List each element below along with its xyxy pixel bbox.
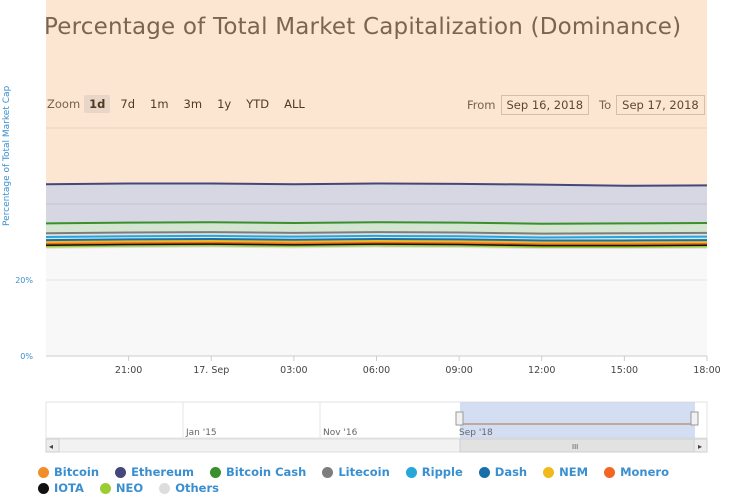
zoom-7d-button[interactable]: 7d (120, 97, 136, 111)
area-bitcoin-cash[interactable] (46, 222, 707, 234)
zoom-label: Zoom (47, 97, 81, 111)
legend-item-litecoin[interactable]: Litecoin (322, 465, 390, 479)
legend-item-neo[interactable]: NEO (99, 481, 144, 495)
legend-label: Ethereum (131, 465, 195, 479)
navigator-label: Sep '18 (459, 428, 493, 438)
line-neo[interactable] (45, 244, 708, 248)
zoom-1y-button[interactable]: 1y (217, 97, 232, 111)
legend-label: Bitcoin Cash (226, 465, 307, 479)
legend-label: Litecoin (338, 465, 390, 479)
legend-marker-icon (99, 482, 111, 494)
zoom-3m-button[interactable]: 3m (183, 97, 203, 111)
legend-item-dash[interactable]: Dash (478, 465, 528, 479)
legend-item-bitcoin[interactable]: Bitcoin (38, 465, 99, 479)
legend-marker-icon (210, 466, 222, 478)
navigator-selection[interactable] (460, 402, 695, 438)
line-monero[interactable] (45, 241, 708, 245)
x-tick-label: 18:00 (693, 365, 720, 376)
y-tick-label: 20% (15, 276, 33, 285)
x-tick-label: 12:00 (528, 365, 555, 376)
x-tick-label: 03:00 (280, 365, 307, 376)
legend-marker-icon (115, 466, 127, 478)
legend-label: NEO (115, 481, 144, 495)
scrollbar-grip-icon: III (572, 443, 578, 451)
x-tick-label: 21:00 (115, 365, 142, 376)
legend-label: Ripple (421, 465, 463, 479)
legend: Bitcoin Ethereum Bitcoin Cash Litecoin Rippl… (38, 465, 728, 495)
legend-item-ethereum[interactable]: Ethereum (115, 465, 194, 479)
from-date-input[interactable]: Sep 16, 2018 (500, 95, 590, 115)
legend-marker-icon (38, 466, 49, 478)
zoom-ytd-button[interactable]: YTD (246, 97, 270, 111)
zoom-all-button[interactable]: ALL (284, 97, 305, 111)
line-dash[interactable] (45, 237, 708, 242)
y-tick-label: 0% (20, 352, 33, 361)
legend-item-iota[interactable]: IOTA (38, 481, 84, 495)
area-ethereum[interactable] (46, 183, 707, 224)
line-ethereum[interactable] (45, 182, 708, 187)
x-tick-label: 06:00 (363, 365, 390, 376)
navigator-label: Nov '16 (323, 428, 358, 438)
legend-item-bitcoin-cash[interactable]: Bitcoin Cash (210, 465, 306, 479)
legend-label: IOTA (54, 481, 84, 495)
to-label: To (599, 98, 612, 112)
x-tick-label: 17. Sep (193, 365, 229, 376)
zoom-1m-button[interactable]: 1m (150, 97, 169, 111)
navigator-left-handle[interactable] (455, 411, 464, 426)
area-bitcoin[interactable] (46, 0, 707, 186)
zoom-bar: Zoom 1d 7d 1m 3m 1y YTD ALL (47, 95, 315, 113)
area-others[interactable] (46, 246, 707, 356)
line-nem[interactable] (45, 239, 708, 244)
line-litecoin[interactable] (45, 231, 708, 235)
scrollbar-right-button[interactable] (693, 438, 708, 453)
legend-marker-icon (604, 466, 616, 478)
scroll-left-arrow-icon: ◂ (49, 442, 53, 451)
to-date-input[interactable]: Sep 17, 2018 (616, 95, 705, 115)
navigator-right-handle[interactable] (690, 411, 699, 426)
legend-item-ripple[interactable]: Ripple (405, 465, 463, 479)
legend-marker-icon (405, 466, 417, 478)
x-tick-label: 09:00 (445, 365, 472, 376)
line-others[interactable] (45, 245, 708, 250)
scrollbar-left-button[interactable] (45, 438, 60, 453)
zoom-1d-button[interactable]: 1d (84, 95, 111, 113)
legend-marker-icon (543, 466, 555, 478)
line-iota[interactable] (45, 242, 708, 247)
area-litecoin[interactable] (46, 232, 707, 238)
line-bitcoin-cash[interactable] (45, 221, 708, 225)
date-range: From Sep 16, 2018 To Sep 17, 2018 (467, 95, 705, 115)
legend-label: Monero (620, 465, 669, 479)
legend-marker-icon (322, 466, 334, 478)
legend-label: Dash (494, 465, 528, 479)
legend-item-others[interactable]: Others (159, 481, 219, 495)
legend-label: Bitcoin (54, 465, 100, 479)
chart-title: Percentage of Total Market Capitalizatio… (44, 14, 682, 40)
line-ripple[interactable] (45, 234, 708, 239)
navigator-label: Jan '15 (185, 428, 217, 438)
legend-label: NEM (559, 465, 589, 479)
legend-label: Others (175, 481, 219, 495)
from-label: From (467, 98, 496, 112)
scroll-right-arrow-icon: ▸ (698, 442, 702, 451)
legend-marker-icon (159, 482, 171, 494)
x-tick-label: 15:00 (611, 365, 638, 376)
legend-marker-icon (478, 466, 490, 478)
legend-marker-icon (38, 482, 49, 494)
legend-item-monero[interactable]: Monero (604, 465, 669, 479)
legend-item-nem[interactable]: NEM (543, 465, 588, 479)
dominance-chart: 0% 20% 21:00 17. Sep 03:00 06:00 09:00 12:00 15… (15, 0, 721, 453)
